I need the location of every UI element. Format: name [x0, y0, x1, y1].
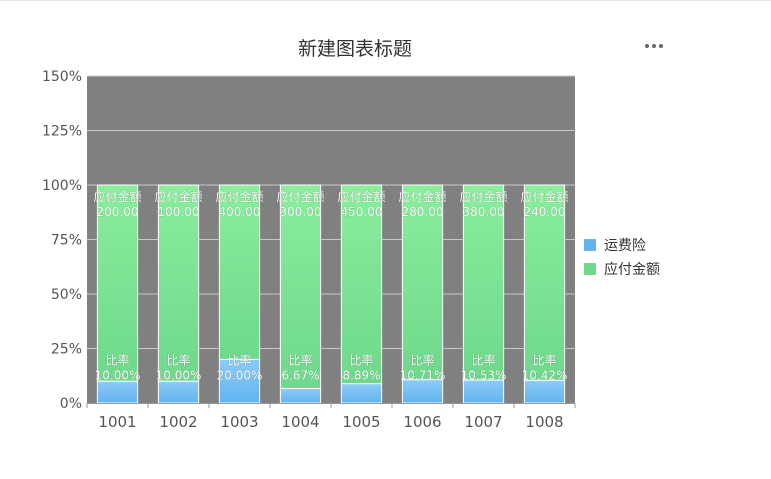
bar-payable-amount[interactable]	[218, 184, 261, 360]
x-tick-label: 1006	[403, 413, 441, 431]
y-tick-label: 0%	[60, 396, 82, 412]
data-label-prefix: 比率	[166, 352, 190, 367]
legend: 运费险 应付金额	[584, 236, 660, 284]
data-label-value: 450.00	[341, 205, 383, 219]
bar-freight-insurance[interactable]	[279, 387, 322, 404]
bar-freight-insurance[interactable]	[401, 379, 444, 404]
data-label-prefix: 应付金额	[276, 189, 324, 204]
data-label-value: 8.89%	[342, 368, 380, 382]
data-label-value: 10.42%	[522, 368, 568, 382]
data-label-value: 10.53%	[461, 368, 507, 382]
data-label-prefix: 应付金额	[459, 189, 507, 204]
data-label-value: 100.00	[158, 205, 200, 219]
data-label-prefix: 比率	[227, 352, 251, 367]
y-tick-label: 150%	[42, 69, 82, 85]
y-tick-label: 125%	[42, 124, 82, 140]
data-label-value: 10.00%	[156, 368, 202, 382]
bar-freight-insurance[interactable]	[96, 380, 139, 404]
x-tick-label: 1002	[159, 413, 197, 431]
y-tick-label: 75%	[51, 233, 82, 249]
x-tick-label: 1008	[525, 413, 563, 431]
data-label-prefix: 应付金额	[398, 189, 446, 204]
legend-item-freight-insurance[interactable]: 运费险	[584, 236, 660, 254]
data-label-prefix: 比率	[410, 352, 434, 367]
legend-label: 应付金额	[604, 262, 660, 278]
data-label-value: 240.00	[524, 205, 566, 219]
data-label-value: 200.00	[97, 205, 139, 219]
bar-payable-amount[interactable]	[279, 184, 322, 389]
data-label-value: 20.00%	[217, 368, 263, 382]
data-label-value: 300.00	[280, 205, 322, 219]
more-options-icon[interactable]	[643, 37, 665, 55]
data-label-prefix: 比率	[471, 352, 495, 367]
bar-freight-insurance[interactable]	[157, 380, 200, 404]
data-label-prefix: 应付金额	[93, 189, 141, 204]
y-tick-label: 25%	[51, 342, 82, 358]
data-label-prefix: 比率	[288, 352, 312, 367]
data-label-prefix: 应付金额	[520, 189, 568, 204]
legend-swatch	[584, 239, 596, 251]
data-label-value: 10.71%	[400, 368, 446, 382]
data-label-prefix: 应付金额	[154, 189, 202, 204]
bar-payable-amount[interactable]	[340, 184, 383, 385]
y-tick-label: 100%	[42, 178, 82, 194]
data-label-value: 10.00%	[95, 368, 141, 382]
bar-payable-amount[interactable]	[401, 184, 444, 381]
x-tick-label: 1004	[281, 413, 319, 431]
bar-freight-insurance[interactable]	[462, 379, 505, 404]
bar-payable-amount[interactable]	[462, 184, 505, 381]
x-tick-label: 1005	[342, 413, 380, 431]
data-label-prefix: 应付金额	[215, 189, 263, 204]
top-divider	[0, 0, 771, 1]
bar-payable-amount[interactable]	[96, 184, 139, 382]
data-label-value: 400.00	[219, 205, 261, 219]
legend-item-payable-amount[interactable]: 应付金额	[584, 260, 660, 278]
x-tick-label: 1001	[98, 413, 136, 431]
y-tick-label: 50%	[51, 287, 82, 303]
data-label-prefix: 比率	[105, 352, 129, 367]
x-tick-label: 1007	[464, 413, 502, 431]
bar-freight-insurance[interactable]	[340, 383, 383, 404]
legend-swatch	[584, 263, 596, 275]
data-label-value: 380.00	[463, 205, 505, 219]
legend-label: 运费险	[604, 238, 646, 254]
data-label-value: 280.00	[402, 205, 444, 219]
bar-freight-insurance[interactable]	[523, 379, 566, 404]
data-label-prefix: 比率	[349, 352, 373, 367]
data-label-prefix: 比率	[532, 352, 556, 367]
bar-payable-amount[interactable]	[157, 184, 200, 382]
bar-payable-amount[interactable]	[523, 184, 566, 381]
data-label-value: 6.67%	[281, 368, 319, 382]
chart-title: 新建图表标题	[297, 38, 412, 60]
data-label-prefix: 应付金额	[337, 189, 385, 204]
x-tick-label: 1003	[220, 413, 258, 431]
